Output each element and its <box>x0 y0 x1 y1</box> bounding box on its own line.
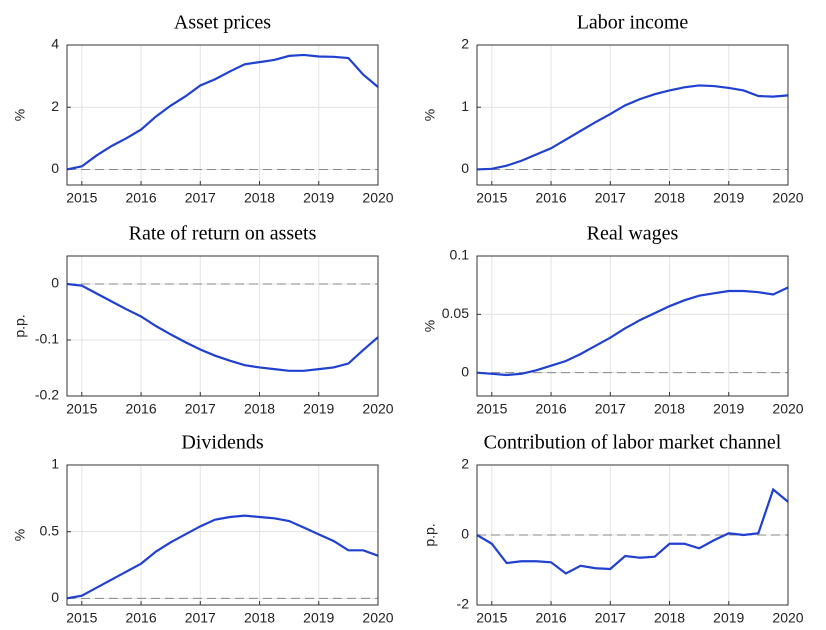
y-tick-label: -0.2 <box>35 387 59 403</box>
y-tick-label: 0 <box>51 589 59 605</box>
x-tick-label: 2018 <box>244 401 275 417</box>
y-tick-label: 0 <box>461 526 469 542</box>
x-tick-label: 2015 <box>476 190 507 206</box>
x-tick-label: 2018 <box>654 401 685 417</box>
plot-area <box>477 256 788 396</box>
x-tick-label: 2017 <box>595 610 626 626</box>
axes-box <box>476 44 789 186</box>
x-tick-label: 2018 <box>244 610 275 626</box>
axes-box <box>66 464 379 606</box>
x-tick-label: 2018 <box>244 190 275 206</box>
chart-title: Labor income <box>577 12 689 34</box>
axes-box <box>66 44 379 186</box>
chart-title: Dividends <box>181 432 263 454</box>
axes-box <box>476 255 789 397</box>
x-tick-label: 2015 <box>66 610 97 626</box>
y-axis-label: % <box>12 109 28 121</box>
x-tick-label: 2015 <box>476 401 507 417</box>
x-tick-label: 2019 <box>303 190 334 206</box>
y-tick-label: -2 <box>457 596 470 612</box>
data-line <box>476 286 789 377</box>
y-tick-label: 0.1 <box>450 247 470 263</box>
x-tick-label: 2019 <box>303 610 334 626</box>
x-tick-label: 2019 <box>713 190 744 206</box>
x-tick-label: 2017 <box>595 190 626 206</box>
x-tick-label: 2020 <box>772 610 803 626</box>
plot-area <box>67 465 378 605</box>
chart-title: Contribution of labor market channel <box>484 432 782 454</box>
y-tick-label: 0 <box>461 160 469 176</box>
data-line <box>476 487 789 575</box>
y-axis-label: % <box>422 320 438 332</box>
x-tick-label: 2019 <box>303 401 334 417</box>
y-tick-label: 0 <box>461 363 469 379</box>
x-tick-label: 2018 <box>654 610 685 626</box>
x-tick-label: 2020 <box>772 401 803 417</box>
x-tick-label: 2016 <box>535 401 566 417</box>
x-tick-label: 2018 <box>654 190 685 206</box>
y-tick-label: 2 <box>461 456 469 472</box>
x-tick-label: 2019 <box>713 401 744 417</box>
plot-area <box>67 256 378 396</box>
y-axis-label: p.p. <box>422 523 438 546</box>
x-tick-label: 2020 <box>772 190 803 206</box>
x-tick-label: 2016 <box>125 610 156 626</box>
y-tick-label: -0.1 <box>35 331 59 347</box>
x-tick-label: 2019 <box>713 610 744 626</box>
y-tick-label: 0 <box>51 275 59 291</box>
data-line <box>66 282 379 372</box>
x-tick-label: 2015 <box>66 401 97 417</box>
x-tick-label: 2015 <box>66 190 97 206</box>
x-tick-label: 2016 <box>125 190 156 206</box>
axes-box <box>66 255 379 397</box>
y-tick-label: 2 <box>51 98 59 114</box>
y-tick-label: 0.05 <box>442 305 469 321</box>
x-tick-label: 2015 <box>476 610 507 626</box>
y-tick-label: 4 <box>51 36 59 52</box>
plot-area <box>477 45 788 185</box>
chart-title: Asset prices <box>174 12 271 34</box>
x-tick-label: 2017 <box>185 610 216 626</box>
y-tick-label: 0 <box>51 160 59 176</box>
x-tick-label: 2016 <box>125 401 156 417</box>
axes-box <box>476 464 789 606</box>
x-tick-label: 2020 <box>362 401 393 417</box>
y-axis-label: p.p. <box>12 314 28 337</box>
x-tick-label: 2020 <box>362 610 393 626</box>
plot-area <box>67 45 378 185</box>
x-tick-label: 2016 <box>535 190 566 206</box>
chart-title: Real wages <box>587 223 679 245</box>
y-axis-label: % <box>422 109 438 121</box>
y-axis-label: % <box>12 529 28 541</box>
data-line <box>476 84 789 171</box>
x-tick-label: 2017 <box>595 401 626 417</box>
x-tick-label: 2017 <box>185 401 216 417</box>
data-line <box>66 53 379 171</box>
y-tick-label: 2 <box>461 36 469 52</box>
chart-title: Rate of return on assets <box>129 223 317 245</box>
y-tick-label: 1 <box>51 456 59 472</box>
data-line <box>66 514 379 600</box>
y-tick-label: 1 <box>461 98 469 114</box>
y-tick-label: 0.5 <box>40 522 60 538</box>
x-tick-label: 2016 <box>535 610 566 626</box>
x-tick-label: 2020 <box>362 190 393 206</box>
x-tick-label: 2017 <box>185 190 216 206</box>
